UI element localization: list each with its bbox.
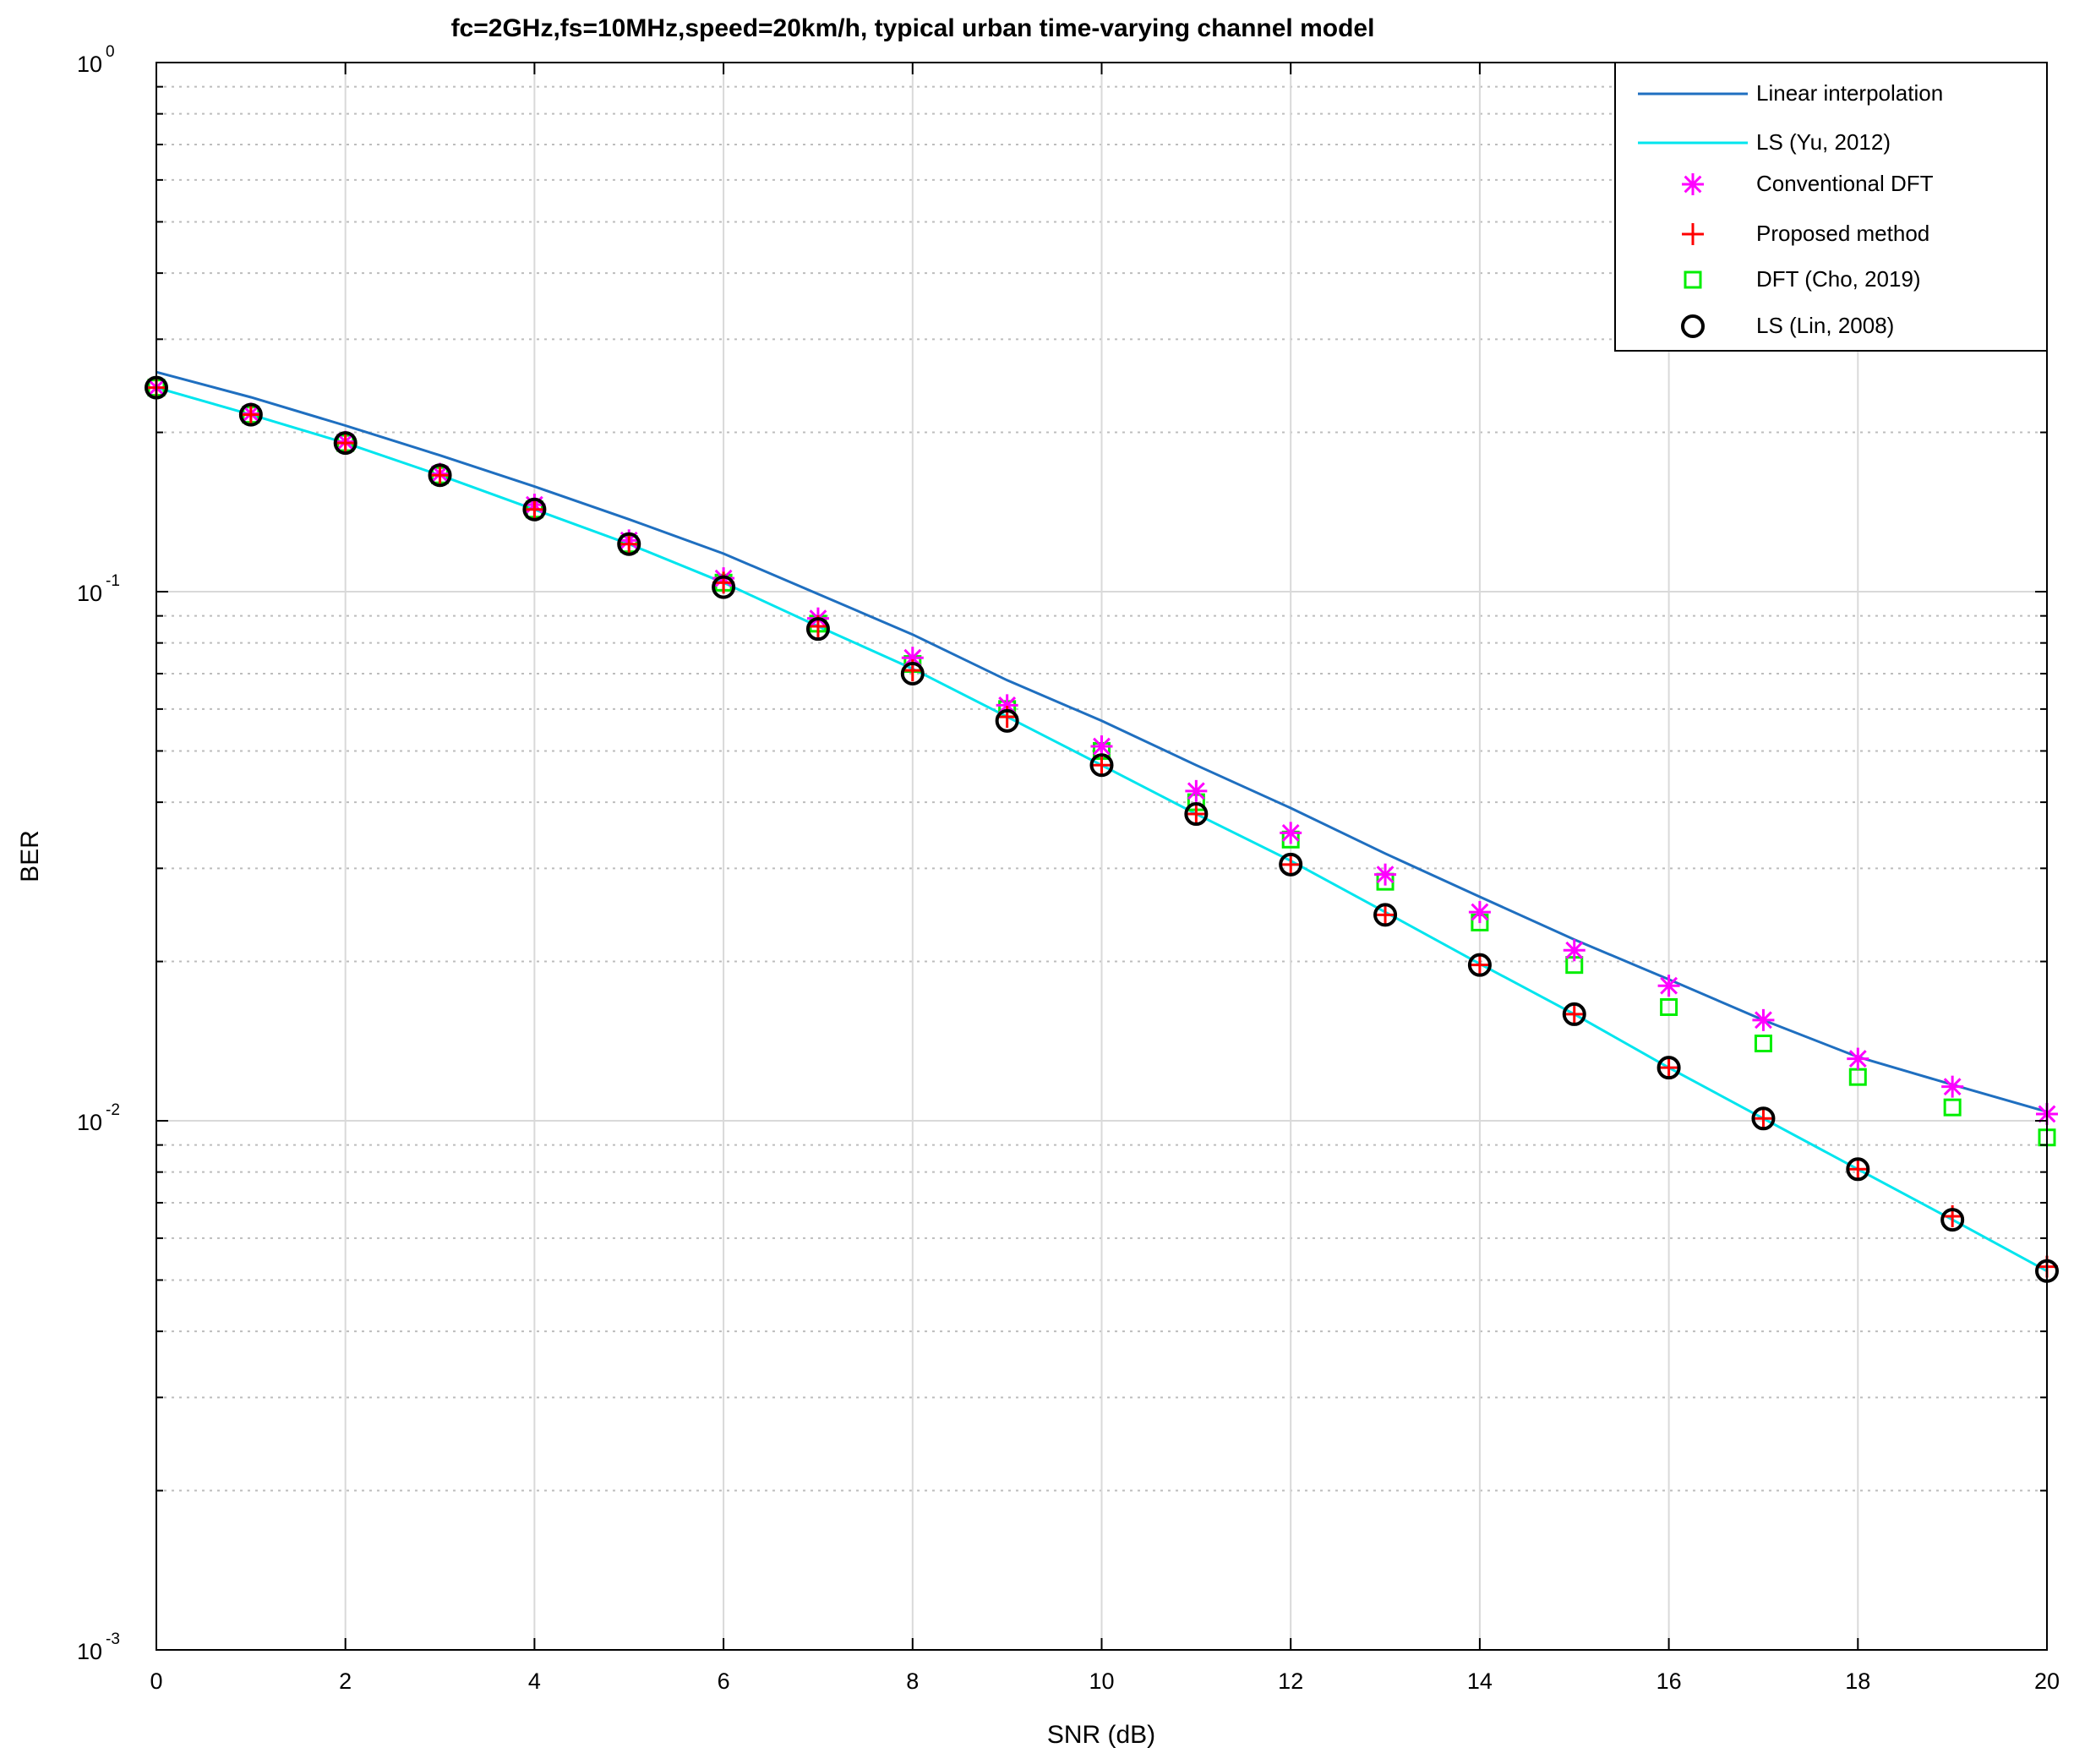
legend-label: Linear interpolation xyxy=(1756,80,1943,106)
data-point-plus xyxy=(1752,1107,1775,1130)
legend: Linear interpolation LS (Yu, 2012) Convent… xyxy=(1614,62,2048,352)
data-point-plus xyxy=(334,432,357,455)
data-point-plus xyxy=(1657,1057,1680,1079)
x-tick-label: 4 xyxy=(528,1668,541,1694)
data-point-plus xyxy=(1374,904,1397,926)
legend-label: LS (Yu, 2012) xyxy=(1756,129,1891,155)
x-tick-label: 8 xyxy=(906,1668,919,1694)
data-point-circle xyxy=(1467,953,1492,977)
x-axis-label: SNR (dB) xyxy=(1047,1721,1155,1749)
data-point-circle xyxy=(1656,1056,1681,1080)
data-point-asterisk xyxy=(1847,1047,1869,1070)
data-point-circle xyxy=(1751,1106,1776,1131)
x-tick-label: 10 xyxy=(1089,1668,1114,1694)
y-tick-exponent: -2 xyxy=(106,1101,120,1119)
y-tick-label: 10 xyxy=(77,1110,102,1135)
data-point-square xyxy=(1660,998,1678,1017)
chart-title: fc=2GHz,fs=10MHz,speed=20km/h, typical u… xyxy=(451,14,1375,42)
data-point-circle xyxy=(522,497,547,522)
data-point-plus xyxy=(1563,1002,1586,1025)
data-point-asterisk xyxy=(1185,779,1208,802)
data-point-square xyxy=(1943,1098,1962,1117)
legend-swatch-plus xyxy=(1682,223,1704,245)
data-point-asterisk xyxy=(1563,939,1586,962)
x-tick-label: 16 xyxy=(1656,1668,1682,1694)
x-tick-label: 18 xyxy=(1845,1668,1870,1694)
data-point-circle xyxy=(1089,753,1114,778)
data-point-circle xyxy=(1846,1157,1870,1182)
x-tick-label: 0 xyxy=(150,1668,162,1694)
x-axis: 0 2 4 6 8 10 12 14 16 18 20 xyxy=(150,63,2060,1694)
legend-box xyxy=(1614,62,2048,352)
data-point-circle xyxy=(333,431,357,456)
x-tick-label: 2 xyxy=(339,1668,352,1694)
y-tick-label: 10 xyxy=(77,581,102,606)
y-tick-exponent: -3 xyxy=(106,1630,120,1648)
data-point-circle xyxy=(238,402,263,427)
x-tick-label: 12 xyxy=(1278,1668,1303,1694)
data-point-plus xyxy=(523,498,546,521)
data-point-plus xyxy=(1185,803,1208,826)
legend-swatch-square xyxy=(1684,270,1702,289)
legend-item: LS (Lin, 2008) xyxy=(1681,313,1894,338)
data-point-circle xyxy=(1940,1208,1965,1232)
x-tick-label: 14 xyxy=(1467,1668,1493,1694)
data-point-plus xyxy=(428,464,451,487)
data-point-plus xyxy=(1090,754,1113,777)
y-tick-label: 10 xyxy=(77,52,102,77)
data-point-circle xyxy=(900,661,925,685)
data-point-plus xyxy=(618,532,641,555)
legend-item: DFT (Cho, 2019) xyxy=(1684,266,1921,292)
data-point-circle xyxy=(428,463,452,488)
data-point-asterisk xyxy=(1941,1075,1964,1098)
legend-item: Proposed method xyxy=(1682,221,1929,246)
legend-label: DFT (Cho, 2019) xyxy=(1756,266,1921,292)
data-point-plus xyxy=(1280,853,1302,876)
data-point-circle xyxy=(1562,1002,1586,1026)
series-line-linear-interpolation xyxy=(156,370,2048,1113)
x-tick-label: 6 xyxy=(718,1668,730,1694)
data-point-asterisk xyxy=(1468,901,1491,924)
legend-label: Proposed method xyxy=(1756,221,1929,246)
legend-item: LS (Yu, 2012) xyxy=(1638,129,1891,155)
y-tick-label: 10 xyxy=(77,1639,102,1664)
data-point-asterisk xyxy=(1374,863,1397,886)
data-point-circle xyxy=(617,532,641,556)
data-point-square xyxy=(1754,1035,1772,1053)
data-point-plus xyxy=(1847,1158,1869,1181)
data-point-circle xyxy=(1184,802,1209,827)
legend-item: Linear interpolation xyxy=(1638,80,1943,106)
legend-swatch-circle xyxy=(1681,314,1705,338)
legend-item: Conventional DFT xyxy=(1682,171,1934,196)
y-tick-exponent: 0 xyxy=(106,43,115,61)
y-axis-label: BER xyxy=(16,830,44,882)
data-point-circle xyxy=(1373,903,1398,927)
data-point-circle xyxy=(1279,852,1303,877)
data-point-plus xyxy=(239,403,262,426)
legend-label: LS (Lin, 2008) xyxy=(1756,313,1894,338)
data-point-asterisk xyxy=(1752,1008,1775,1031)
data-point-asterisk xyxy=(1657,975,1680,997)
data-point-circle xyxy=(712,575,736,599)
y-tick-exponent: -1 xyxy=(106,572,120,590)
data-point-circle xyxy=(995,708,1019,733)
data-point-plus xyxy=(1468,953,1491,976)
x-tick-label: 20 xyxy=(2034,1668,2060,1694)
legend-label: Conventional DFT xyxy=(1756,171,1934,196)
legend-swatch-asterisk xyxy=(1682,173,1704,195)
data-point-asterisk xyxy=(1280,822,1302,844)
data-point-circle xyxy=(805,617,830,642)
